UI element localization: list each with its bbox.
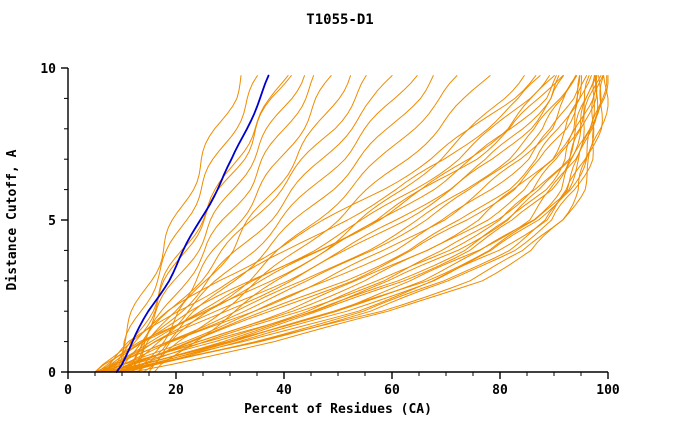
model-curves-group [94,74,609,373]
axis-frame [67,68,608,373]
model-curve [94,75,537,373]
model-curve [132,75,609,373]
chart-title: T1055-D1 [306,12,373,28]
y-tick-label: 10 [40,62,56,77]
model-curve [121,75,609,373]
model-curve [94,75,550,373]
model-curve [108,75,583,373]
model-curve [105,75,602,373]
x-tick-label: 80 [492,383,508,398]
highlight-curve [115,74,270,373]
model-curve [97,75,565,373]
x-tick-label: 60 [384,383,400,398]
y-tick-label: 5 [48,214,56,229]
model-curve [113,75,590,373]
model-curve [118,75,602,373]
model-curve [105,75,564,373]
model-curve [116,75,258,373]
x-tick-label: 40 [276,383,292,398]
model-curve [118,75,604,373]
model-curve [132,75,332,373]
y-axis-label: Distance Cutoff, A [5,149,20,290]
model-curve [126,75,315,373]
model-curve [113,75,598,373]
model-curve [116,75,597,373]
model-curve [120,75,292,373]
model-curve [121,75,367,373]
plot-axes: 0 20 40 60 80 100 0 5 10 [40,62,620,398]
model-curve [110,75,592,373]
model-curve [105,75,580,373]
model-curve [102,75,581,373]
model-curve [118,75,289,373]
model-curve [126,75,608,373]
y-tick-label: 0 [48,366,56,381]
x-tick-label: 0 [64,383,72,398]
x-axis-label: Percent of Residues (CA) [244,402,432,417]
model-curve [99,75,541,373]
model-curve [121,75,305,373]
model-curve [99,75,578,373]
model-curve [121,75,599,373]
model-curve [132,75,418,373]
model-curve [148,75,491,373]
model-curve [102,75,577,373]
model-curve [105,75,577,373]
x-tick-label: 20 [168,383,184,398]
model-curve [110,75,242,373]
model-curve [143,75,458,373]
model-curve [126,75,393,373]
model-curve [99,75,560,373]
x-tick-label: 100 [596,383,620,398]
